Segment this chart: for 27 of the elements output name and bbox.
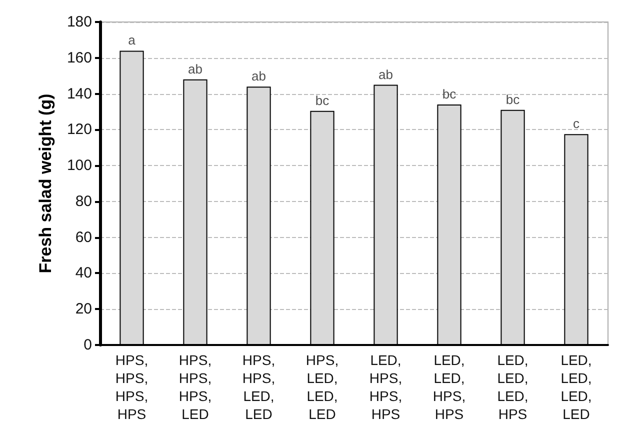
annotation: a: [128, 32, 136, 48]
y-axis-title: Fresh salad weight (g): [36, 94, 55, 274]
y-tick-label: 100: [66, 157, 92, 174]
y-tick-label: 0: [84, 336, 92, 354]
y-tick-label: 160: [66, 49, 92, 66]
x-tick-label: HPS, LED, LED, LED: [306, 352, 339, 422]
y-tick-label: 140: [66, 85, 92, 102]
y-tick-label: 180: [66, 14, 92, 30]
y-tick-label: 80: [75, 192, 92, 210]
x-tick-label: LED, HPS, HPS, HPS: [369, 352, 402, 422]
annotation: bc: [315, 92, 330, 108]
x-tick-label: HPS, HPS, HPS, LED: [178, 352, 212, 422]
annotation: ab: [378, 66, 393, 82]
annotation: bc: [506, 92, 520, 107]
y-tick-label: 40: [75, 264, 92, 282]
x-tick-label: LED, LED, HPS, HPS: [432, 352, 466, 422]
annotation: c: [573, 116, 580, 132]
y-tick-label: 120: [66, 121, 92, 138]
x-tick-label: HPS, HPS, HPS, HPS: [115, 352, 148, 422]
y-tick-label: 60: [75, 228, 92, 246]
annotation: ab: [252, 68, 266, 84]
x-tick-label: LED, LED, LED, LED: [560, 352, 592, 422]
x-tick-label: LED, LED, LED, HPS: [497, 352, 528, 422]
annotation: ab: [188, 61, 202, 76]
y-tick-label: 20: [75, 300, 92, 318]
annotation: bc: [442, 86, 457, 102]
x-tick-label: HPS, HPS, LED, LED: [242, 352, 276, 422]
